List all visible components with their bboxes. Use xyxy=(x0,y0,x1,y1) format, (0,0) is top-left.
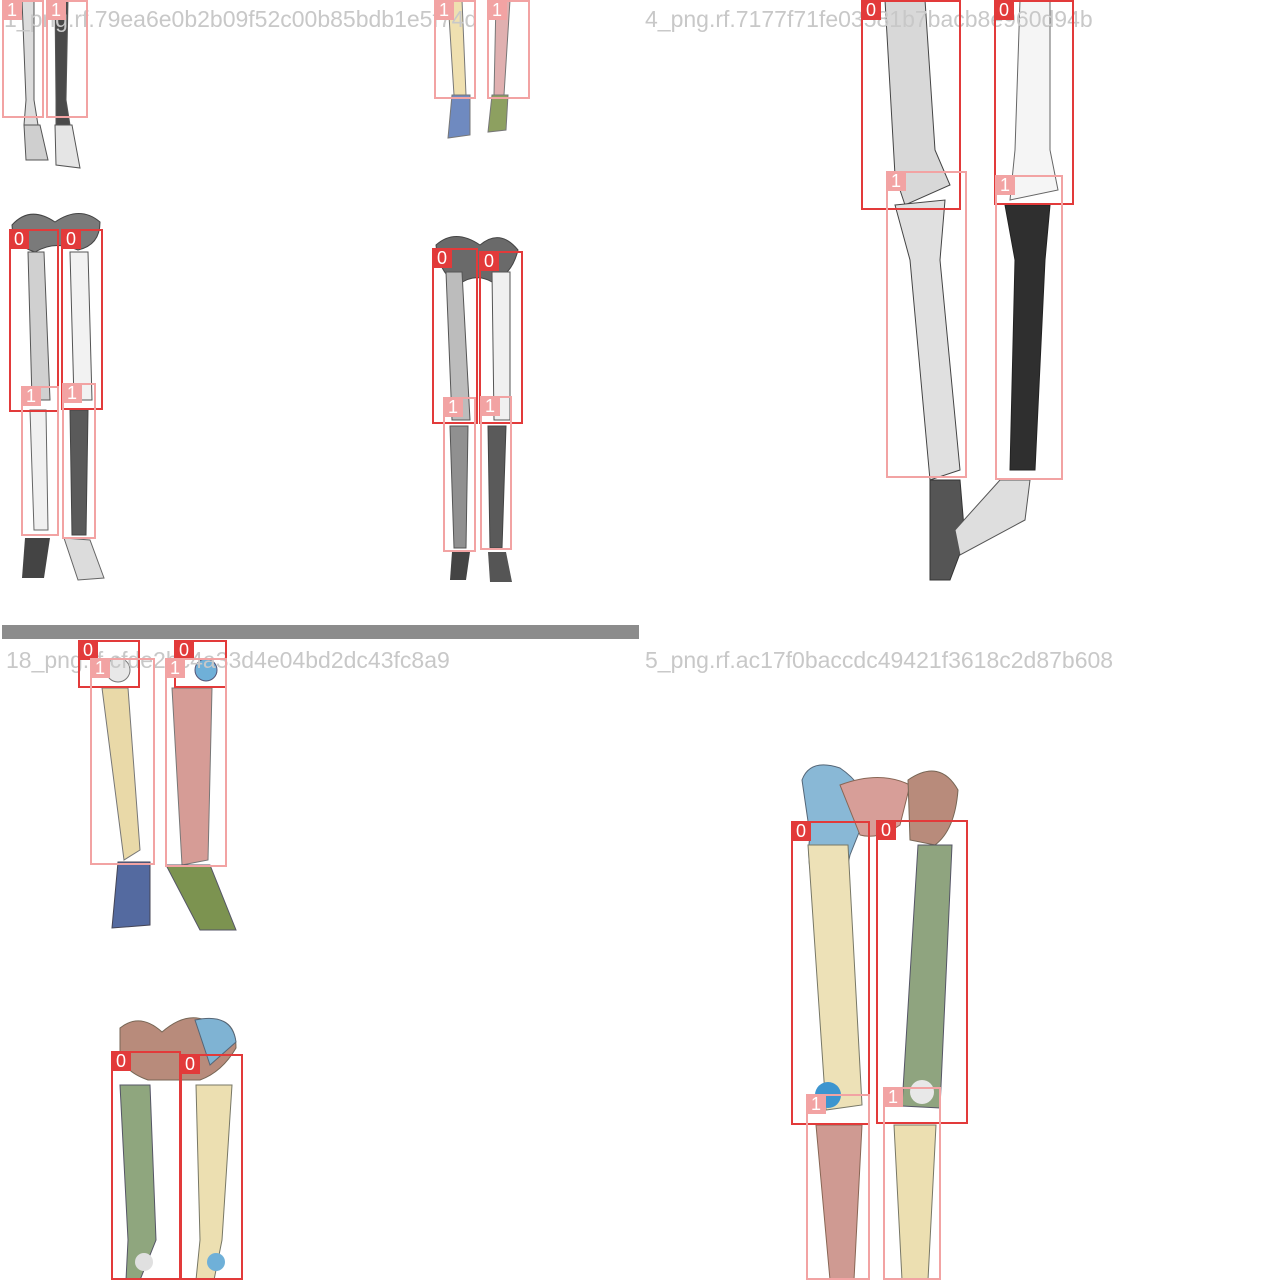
class-label: 0 xyxy=(432,248,452,268)
tibia-bounding-box: 1 xyxy=(21,386,59,536)
class-label: 0 xyxy=(78,640,98,660)
class-label: 0 xyxy=(994,0,1014,20)
class-label: 1 xyxy=(165,658,185,678)
skeleton-legs-image xyxy=(884,0,1059,581)
femur-bounding-box: 0 xyxy=(861,0,961,210)
class-label: 1 xyxy=(487,0,507,20)
class-label: 0 xyxy=(174,640,194,660)
class-label: 0 xyxy=(111,1051,131,1071)
tile-bottom-right: 5_png.rf.ac17f0baccdc49421f3618c2d87b608… xyxy=(640,640,1280,1280)
class-label: 1 xyxy=(434,0,454,20)
tibia-bounding-box: 1 xyxy=(883,1087,941,1280)
class-label: 0 xyxy=(479,251,499,271)
tile-title: 18_png.rf.cfde2bc4a33d4e04bd2dc43fc8a9 xyxy=(6,647,450,673)
femur-bounding-box: 0 xyxy=(61,229,103,410)
tile-top-right: 4_png.rf.7177f71fe03581b7bacb8e960d94b 0… xyxy=(640,0,1280,640)
femur-bounding-box: 0 xyxy=(180,1054,243,1280)
tile-bottom-left: 18_png.rf.cfde2bc4a33d4e04bd2dc43fc8a9 0… xyxy=(0,640,640,1280)
femur-bounding-box: 0 xyxy=(876,820,968,1124)
class-label: 0 xyxy=(791,821,811,841)
femur-bounding-box: 0 xyxy=(9,229,59,412)
skeleton-legs-image xyxy=(101,657,237,1280)
class-label: 0 xyxy=(876,820,896,840)
tile-title: 5_png.rf.ac17f0baccdc49421f3618c2d87b608 xyxy=(645,647,1114,673)
skeleton-legs-image xyxy=(11,0,519,582)
class-label: 0 xyxy=(61,229,81,249)
class-label: 1 xyxy=(886,171,906,191)
femur-bounding-box: 0 xyxy=(78,640,140,688)
class-label: 1 xyxy=(46,0,66,20)
tibia-bounding-box: 1 xyxy=(443,397,476,552)
tibia-bounding-box: 1 xyxy=(487,0,530,99)
tile-title: 1_png.rf.79ea6e0b2b09f52c00b85bdb1e5f74d xyxy=(4,6,478,32)
class-label: 1 xyxy=(90,658,110,678)
class-label: 0 xyxy=(180,1054,200,1074)
class-label: 0 xyxy=(9,229,29,249)
tile-top-left: 1_png.rf.79ea6e0b2b09f52c00b85bdb1e5f74d xyxy=(0,0,640,640)
tibia-bounding-box: 1 xyxy=(434,0,476,99)
tibia-bounding-box: 1 xyxy=(62,383,96,539)
class-label: 1 xyxy=(62,383,82,403)
femur-bounding-box: 0 xyxy=(479,251,523,424)
femur-bounding-box: 0 xyxy=(111,1051,181,1280)
tibia-bounding-box: 1 xyxy=(886,171,967,478)
tibia-bounding-box: 1 xyxy=(995,175,1063,480)
class-label: 1 xyxy=(883,1087,903,1107)
tibia-bounding-box: 1 xyxy=(806,1094,870,1280)
class-label: 1 xyxy=(806,1094,826,1114)
femur-bounding-box: 0 xyxy=(791,821,870,1125)
class-label: 0 xyxy=(861,0,881,20)
femur-bounding-box: 0 xyxy=(994,0,1074,205)
separator-bar xyxy=(2,625,639,639)
tibia-bounding-box: 1 xyxy=(165,658,227,867)
class-label: 1 xyxy=(21,386,41,406)
class-label: 1 xyxy=(995,175,1015,195)
tibia-bounding-box: 1 xyxy=(2,0,44,118)
class-label: 1 xyxy=(480,396,500,416)
femur-bounding-box: 0 xyxy=(432,248,478,424)
class-label: 1 xyxy=(2,0,22,20)
tibia-bounding-box: 1 xyxy=(480,396,512,550)
tibia-bounding-box: 1 xyxy=(90,658,155,865)
tibia-bounding-box: 1 xyxy=(46,0,88,118)
class-label: 1 xyxy=(443,397,463,417)
